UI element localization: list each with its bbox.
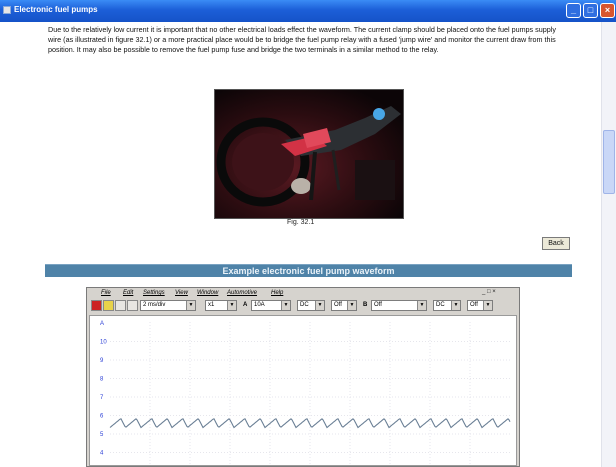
chevron-down-icon: ▼: [451, 301, 460, 310]
menu-settings[interactable]: Settings: [143, 290, 165, 296]
record-icon[interactable]: [91, 300, 102, 311]
scope-toolbar: 2 ms/div ▼ x1 ▼ A 10A ▼ DC ▼ Off ▼ B Off ▼ DC ▼…: [87, 299, 519, 313]
y-axis-label: 8: [100, 377, 104, 383]
figure-caption: Fig. 32.1: [287, 219, 315, 226]
chevron-down-icon: ▼: [315, 301, 324, 310]
scrollbar-thumb[interactable]: [603, 130, 615, 194]
print-icon[interactable]: [115, 300, 126, 311]
vertical-scrollbar[interactable]: [601, 22, 616, 467]
y-axis-label: 7: [100, 395, 104, 401]
oscilloscope-window: File Edit Settings View Window Automotiv…: [86, 287, 520, 467]
section-heading: Example electronic fuel pump waveform: [45, 264, 572, 277]
channel-b-state-select[interactable]: Off ▼: [467, 300, 493, 311]
minimize-button[interactable]: _: [566, 3, 581, 18]
channel-b-label: B: [363, 302, 368, 308]
channel-b-range-select[interactable]: Off ▼: [371, 300, 427, 311]
menu-window[interactable]: Window: [197, 290, 219, 296]
channel-a-label: A: [243, 302, 248, 308]
multiplier-select[interactable]: x1 ▼: [205, 300, 237, 311]
y-axis-label: 4: [100, 451, 104, 457]
chevron-down-icon: ▼: [227, 301, 236, 310]
chevron-down-icon: ▼: [281, 301, 290, 310]
menu-help[interactable]: Help: [271, 290, 284, 296]
channel-a-state-select[interactable]: Off ▼: [331, 300, 357, 311]
y-axis-label: A: [100, 321, 104, 327]
chevron-down-icon: ▼: [417, 301, 426, 310]
current-waveform-trace: [109, 418, 511, 429]
scope-window-controls[interactable]: _ □ ×: [482, 289, 496, 295]
menu-file[interactable]: File: [101, 290, 111, 296]
app-icon: [3, 6, 11, 14]
scope-menubar: File Edit Settings View Window Automotiv…: [87, 288, 519, 299]
chevron-down-icon: ▼: [347, 301, 356, 310]
channel-b-coupling-select[interactable]: DC ▼: [433, 300, 461, 311]
menu-view[interactable]: View: [175, 290, 188, 296]
back-button[interactable]: Back: [542, 237, 570, 250]
y-axis-label: 5: [100, 432, 104, 438]
open-folder-icon[interactable]: [103, 300, 114, 311]
waveform-plot[interactable]: A 10 9 8 7 6 5 4: [89, 315, 517, 466]
title-bar: Electronic fuel pumps _ □ ×: [0, 0, 616, 22]
y-axis-label: 6: [100, 414, 104, 420]
channel-a-range-select[interactable]: 10A ▼: [251, 300, 291, 311]
channel-a-coupling-select[interactable]: DC ▼: [297, 300, 325, 311]
window-title: Electronic fuel pumps: [14, 5, 98, 14]
y-axis-label: 10: [100, 340, 107, 346]
close-button[interactable]: ×: [600, 3, 615, 18]
current-clamp-photo: [214, 89, 404, 219]
y-axis-label: 9: [100, 358, 104, 364]
menu-automotive[interactable]: Automotive: [227, 290, 258, 296]
timebase-select[interactable]: 2 ms/div ▼: [140, 300, 196, 311]
chevron-down-icon: ▼: [186, 301, 195, 310]
maximize-button[interactable]: □: [583, 3, 598, 18]
chevron-down-icon: ▼: [483, 301, 492, 310]
menu-edit[interactable]: Edit: [123, 290, 134, 296]
trigger-icon[interactable]: [127, 300, 138, 311]
instruction-paragraph: Due to the relatively low current it is …: [48, 25, 556, 54]
